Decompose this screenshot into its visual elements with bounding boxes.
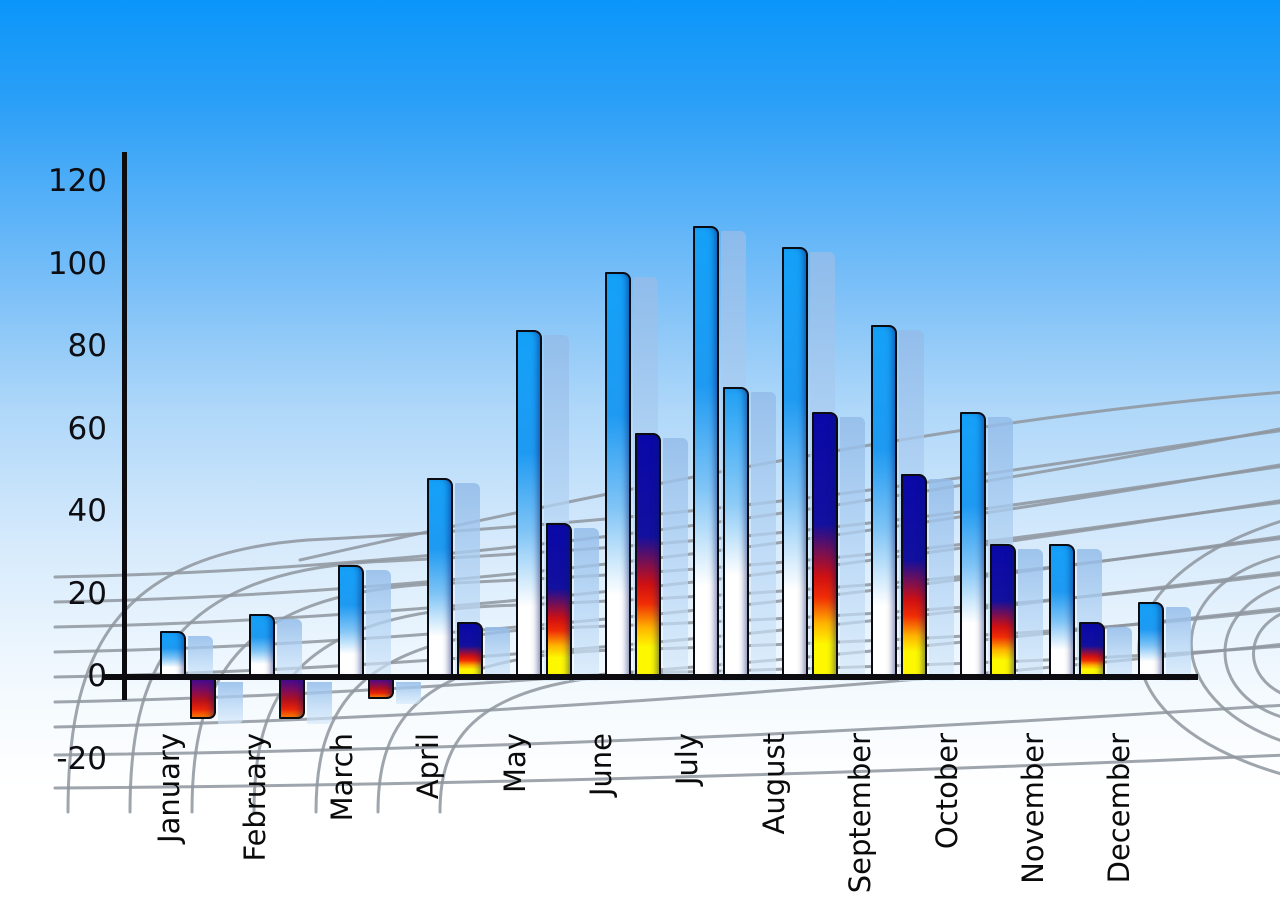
y-tick-label-100: 100	[47, 245, 107, 282]
bar-shadow-series2-february	[306, 682, 332, 725]
bar-shadow-series2-april	[484, 627, 510, 681]
bar-series1-march	[337, 564, 364, 678]
bar-series1-august	[782, 247, 809, 678]
y-tick-label--20: -20	[56, 740, 107, 777]
bar-series2-january	[190, 676, 216, 720]
bar-series1-june	[604, 271, 631, 678]
bar-series1-july	[693, 226, 720, 678]
x-tick-label-december: December	[1102, 733, 1137, 884]
bar-series2-november	[1079, 622, 1105, 678]
x-tick-label-june: June	[584, 733, 618, 797]
y-tick-label-20: 20	[67, 575, 107, 612]
x-tick-label-january: January	[152, 733, 186, 843]
bar-series1-april	[426, 478, 453, 678]
x-tick-label-march: March	[324, 733, 359, 822]
bar-shadow-series1-december	[1165, 606, 1191, 681]
bar-shadow-series2-september	[929, 478, 955, 681]
x-tick-label-april: April	[411, 733, 446, 800]
bar-series2-may	[545, 523, 572, 678]
x-axis-baseline	[102, 674, 1198, 680]
x-tick-label-may: May	[497, 733, 532, 793]
y-axis-line	[122, 152, 127, 700]
bar-series2-october	[990, 544, 1017, 678]
y-tick-label-80: 80	[67, 328, 107, 364]
bar-series2-july	[723, 387, 750, 678]
x-tick-label-february: February	[238, 733, 273, 862]
y-tick-label-60: 60	[67, 410, 107, 447]
bar-series2-september	[901, 473, 928, 678]
bar-series1-january	[160, 630, 186, 678]
bar-series2-august	[812, 412, 839, 678]
bar-series1-november	[1049, 544, 1075, 678]
bar-series1-october	[960, 412, 987, 678]
y-tick-label-40: 40	[67, 493, 107, 529]
x-tick-label-july: July	[670, 733, 705, 786]
bar-shadow-series1-january	[188, 635, 213, 681]
bar-series2-june	[634, 432, 661, 678]
bar-shadow-series2-august	[840, 417, 866, 681]
bar-series1-may	[515, 329, 542, 678]
bar-shadow-series1-february	[276, 619, 302, 681]
bar-series1-december	[1137, 601, 1164, 678]
bar-shadow-series2-may	[573, 528, 599, 681]
bar-shadow-series1-march	[365, 569, 391, 681]
bar-shadow-series2-july	[751, 392, 777, 681]
bar-series2-april	[456, 622, 483, 678]
x-tick-label-october: October	[929, 733, 964, 850]
x-tick-label-august: August	[756, 733, 791, 835]
bar-shadow-series2-january	[218, 682, 243, 725]
y-tick-label-120: 120	[47, 163, 107, 199]
bar-shadow-series2-june	[662, 437, 688, 681]
bar-shadow-series2-november	[1107, 627, 1132, 681]
bar-series1-september	[871, 325, 898, 678]
bar-series1-february	[248, 614, 275, 678]
bar-shadow-series2-march	[395, 682, 421, 704]
y-tick-label-0: 0	[87, 658, 107, 694]
x-tick-label-november: November	[1016, 733, 1050, 884]
bar-shadow-series2-october	[1018, 549, 1044, 681]
bar-series2-february	[278, 676, 305, 720]
x-tick-label-september: September	[843, 733, 878, 894]
